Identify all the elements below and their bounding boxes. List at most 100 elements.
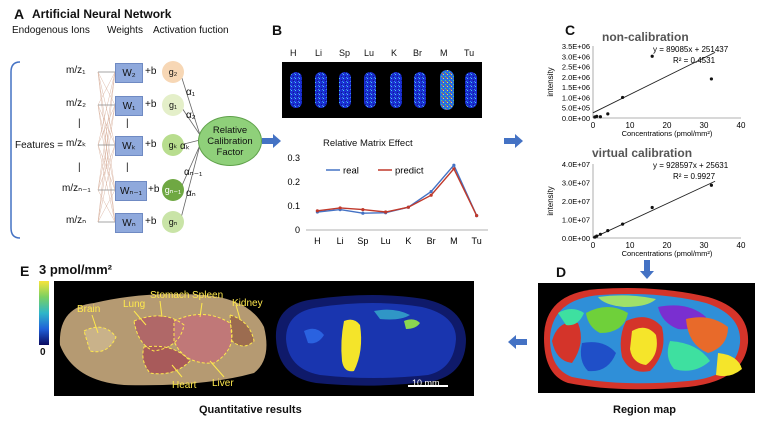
mz-label: m/zₙ₋₁ [62, 183, 91, 194]
organ-label-kidney: Kidney [232, 298, 263, 309]
data-point-predict [406, 205, 410, 209]
data-point [595, 234, 599, 238]
y-tick-label: 0.0E+00 [562, 114, 590, 123]
y-tick-label: 1.0E+06 [562, 93, 590, 102]
organ-header: Sp [339, 48, 351, 58]
arrow-right-icon [504, 134, 523, 148]
data-point-predict [452, 167, 456, 171]
x-tick-label: 0 [591, 121, 596, 130]
alpha-label: α₁ [186, 87, 196, 98]
ellipsis-mark: | [78, 118, 81, 129]
y-tick-label: 0.0E+00 [562, 234, 590, 243]
non-calibration-scatter: 3.5E+063.0E+06 2.5E+062.0E+061.5E+061.0E+… [546, 42, 746, 138]
col-weights-label: Weights [107, 25, 143, 36]
data-point [621, 222, 625, 226]
arrow-left-icon [508, 335, 527, 349]
y-tick-label: 0.2 [287, 177, 300, 187]
y-axis-title: intensity [546, 186, 555, 215]
organ-header: H [290, 48, 297, 58]
activation-node: gₙ₋₁ [162, 179, 184, 201]
organ-header: Li [315, 48, 323, 58]
x-tick-label: H [314, 236, 321, 246]
panel-letter-d: D [556, 264, 567, 280]
y-tick-label: 2.5E+06 [562, 63, 590, 72]
output-node-line: Factor [216, 146, 244, 158]
organ-label-spleen: Spleen [192, 290, 224, 301]
mz-label: m/zₖ [66, 138, 87, 149]
colorbar [39, 281, 49, 345]
col-ions-label: Endogenous Ions [12, 25, 90, 36]
data-point [598, 232, 602, 236]
x-tick-label: K [405, 236, 411, 246]
panel-letter-a: A [14, 6, 25, 22]
chart-title: Relative Matrix Effect [323, 138, 413, 149]
ann-title: Artificial Neural Network [32, 7, 172, 21]
data-point-predict [384, 210, 388, 214]
arrow-down-icon [640, 260, 654, 279]
organ-label-stomach: Stomach [150, 290, 190, 301]
data-point [621, 95, 625, 100]
x-axis-title: Concentrations (pmol/mm²) [622, 249, 713, 258]
y-tick-label: 0 [295, 225, 300, 235]
x-tick-label: Tu [472, 236, 482, 246]
output-node-line: Calibration [207, 135, 253, 147]
y-tick-label: 1.0E+07 [562, 216, 590, 225]
weight-box: Wₙ [115, 213, 143, 233]
region-map-caption: Region map [613, 404, 676, 416]
x-tick-label: M [450, 236, 458, 246]
scale-bar-label: 10 mm [412, 378, 440, 388]
data-point [709, 183, 713, 187]
legend-label: predict [395, 166, 424, 177]
x-tick-label: 30 [700, 241, 709, 250]
data-point-real [361, 211, 365, 215]
y-tick-label: 5.0E+05 [562, 104, 590, 113]
weight-box: Wₖ [115, 136, 143, 156]
quantitative-image [54, 281, 474, 396]
x-tick-label: Br [427, 236, 436, 246]
trendline [592, 51, 716, 114]
output-node-line: Relative [212, 124, 248, 136]
virtual-calibration-title: virtual calibration [592, 146, 693, 160]
panel-letter-c: C [565, 22, 576, 38]
x-tick-label: Li [337, 236, 344, 246]
r-squared-label: R² = 0.4531 [673, 56, 716, 65]
x-tick-label: 20 [663, 121, 672, 130]
ellipsis-mark: | [126, 162, 129, 173]
region-map-image [538, 283, 755, 393]
y-tick-label: 3.0E+07 [562, 179, 590, 188]
output-node: Relative Calibration Factor [198, 116, 262, 166]
colorbar-min-label: 0 [40, 347, 46, 358]
x-tick-label: Sp [357, 236, 368, 246]
mz-label: m/zₙ [66, 215, 87, 226]
matrix-effect-chart: 0 0.1 0.2 0.3 H Li Sp Lu K Br M Tu real predict [287, 153, 488, 246]
x-tick-label: 20 [663, 241, 672, 250]
alpha-label: αₙ₋₁ [184, 167, 203, 178]
virtual-calibration-scatter: 4.0E+07 3.0E+07 2.0E+07 1.0E+07 0.0E+000 10 20… [546, 160, 746, 258]
data-point [650, 54, 654, 58]
data-point-real [452, 163, 456, 167]
data-point-predict [338, 206, 342, 210]
y-tick-label: 3.0E+06 [562, 52, 590, 61]
organ-header: Br [413, 48, 422, 58]
x-tick-label: 40 [737, 241, 746, 250]
data-point [650, 205, 654, 210]
x-tick-label: 40 [737, 121, 746, 130]
r-squared-label: R² = 0.9927 [673, 172, 716, 181]
x-tick-label: 0 [591, 241, 596, 250]
x-tick-label: 10 [626, 121, 635, 130]
activation-node: gₙ [162, 211, 184, 233]
activation-node: g₁ [162, 94, 184, 116]
data-point [606, 229, 610, 233]
bias-label: +b [145, 216, 157, 227]
organ-label-liver: Liver [212, 378, 234, 389]
x-tick-label: 30 [700, 121, 709, 130]
bias-label: +b [145, 139, 157, 150]
non-calibration-title: non-calibration [602, 30, 689, 44]
x-tick-label: 10 [626, 241, 635, 250]
activation-node: g₂ [162, 61, 184, 83]
bias-label: +b [148, 184, 160, 195]
weight-box: W₁ [115, 96, 143, 116]
legend-label: real [343, 166, 359, 177]
weight-box: Wₙ₋₁ [115, 181, 147, 201]
trendline-equation: y = 928597x + 25631 [653, 161, 729, 170]
